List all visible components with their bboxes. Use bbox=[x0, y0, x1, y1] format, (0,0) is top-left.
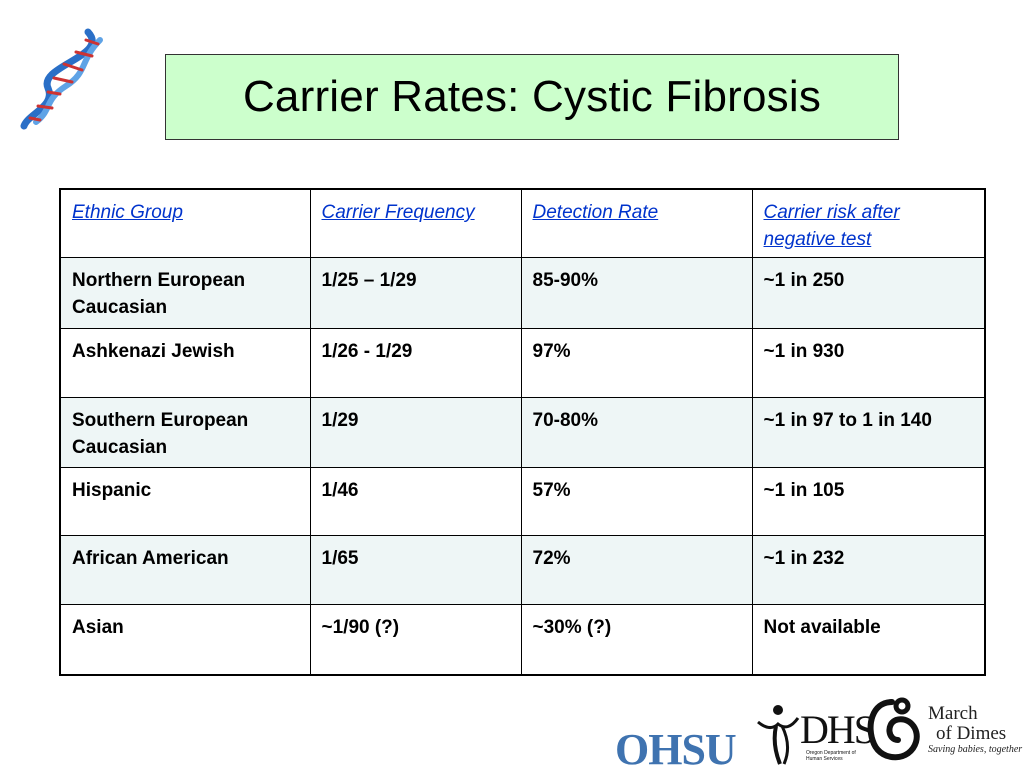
dhs-figure-icon bbox=[757, 705, 800, 765]
table-row: Ashkenazi Jewish 1/26 - 1/29 97% ~1 in 9… bbox=[59, 328, 986, 398]
march-of-dimes-line1: March bbox=[928, 703, 978, 724]
dhs-logo-subtitle: Oregon Department of Human Services bbox=[806, 750, 856, 762]
cell-ethnic-group: Asian bbox=[59, 604, 311, 675]
cell-carrier-frequency: 1/25 – 1/29 bbox=[309, 257, 522, 329]
cell-ethnic-group: Hispanic bbox=[59, 467, 311, 536]
march-of-dimes-tagline: Saving babies, together bbox=[928, 744, 1023, 755]
cell-ethnic-group: Northern European Caucasian bbox=[59, 257, 311, 329]
cell-ethnic-group: Ashkenazi Jewish bbox=[59, 328, 311, 398]
cell-carrier-risk: ~1 in 97 to 1 in 140 bbox=[751, 397, 986, 468]
page-title: Carrier Rates: Cystic Fibrosis bbox=[242, 72, 822, 121]
cell-carrier-frequency: 1/26 - 1/29 bbox=[309, 328, 522, 398]
table-row: Northern European Caucasian 1/25 – 1/29 … bbox=[59, 257, 986, 329]
table-header-row: Ethnic Group Carrier Frequency Detection… bbox=[59, 188, 986, 258]
cell-ethnic-group: Southern European Caucasian bbox=[59, 397, 311, 468]
table-row: Southern European Caucasian 1/29 70-80% … bbox=[59, 397, 986, 468]
cell-detection-rate: 85-90% bbox=[520, 257, 753, 329]
cell-carrier-frequency: 1/65 bbox=[309, 535, 522, 605]
header-ethnic-group: Ethnic Group bbox=[59, 188, 311, 258]
march-of-dimes-mother-child-icon bbox=[867, 697, 920, 761]
cell-carrier-risk: ~1 in 250 bbox=[751, 257, 986, 329]
cell-carrier-frequency: 1/46 bbox=[309, 467, 522, 536]
table-row: African American 1/65 72% ~1 in 232 bbox=[59, 535, 986, 605]
cell-carrier-risk: ~1 in 930 bbox=[751, 328, 986, 398]
ohsu-logo: OHSU bbox=[615, 725, 737, 774]
carrier-rates-table: Ethnic Group Carrier Frequency Detection… bbox=[59, 188, 986, 676]
table-row: Hispanic 1/46 57% ~1 in 105 bbox=[59, 467, 986, 536]
dhs-logo-text: DHS bbox=[800, 707, 876, 752]
dna-helix-icon bbox=[20, 28, 103, 130]
cell-detection-rate: 70-80% bbox=[520, 397, 753, 468]
header-carrier-risk: Carrier risk after negative test bbox=[751, 188, 986, 258]
cell-detection-rate: 57% bbox=[520, 467, 753, 536]
title-box: Carrier Rates: Cystic Fibrosis bbox=[165, 54, 899, 140]
header-carrier-frequency: Carrier Frequency bbox=[309, 188, 522, 258]
march-of-dimes-line2: of Dimes bbox=[936, 723, 1007, 744]
table-row: Asian ~1/90 (?) ~30% (?) Not available bbox=[59, 604, 986, 675]
cell-carrier-risk: Not available bbox=[751, 604, 986, 675]
header-detection-rate: Detection Rate bbox=[520, 188, 753, 258]
cell-ethnic-group: African American bbox=[59, 535, 311, 605]
cell-carrier-risk: ~1 in 232 bbox=[751, 535, 986, 605]
cell-detection-rate: 97% bbox=[520, 328, 753, 398]
cell-detection-rate: 72% bbox=[520, 535, 753, 605]
march-of-dimes-logo-text: March of Dimes Saving babies, together bbox=[928, 704, 1022, 756]
cell-carrier-frequency: 1/29 bbox=[309, 397, 522, 468]
cell-carrier-frequency: ~1/90 (?) bbox=[309, 604, 522, 675]
sponsor-logos: OHSU DHS Oregon Department of Human Serv… bbox=[612, 694, 1024, 774]
dhs-logo: DHS Oregon Department of Human Services bbox=[752, 702, 876, 768]
cell-detection-rate: ~30% (?) bbox=[520, 604, 753, 675]
cell-carrier-risk: ~1 in 105 bbox=[751, 467, 986, 536]
